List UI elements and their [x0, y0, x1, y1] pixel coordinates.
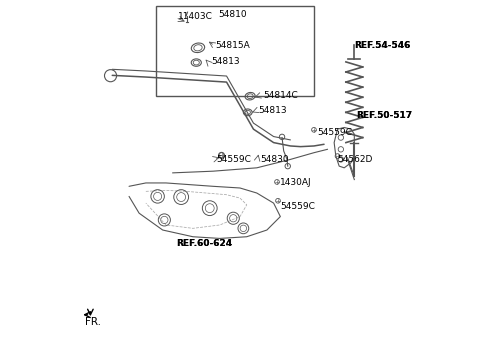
Text: 54810: 54810: [218, 10, 247, 19]
Text: REF.50-517: REF.50-517: [356, 111, 412, 120]
Text: 54559C: 54559C: [216, 155, 252, 164]
Text: FR.: FR.: [85, 318, 101, 327]
Text: 54559C: 54559C: [317, 128, 352, 137]
Text: 54559C: 54559C: [280, 202, 315, 211]
Text: 54562D: 54562D: [337, 155, 373, 164]
Text: REF.60-624: REF.60-624: [176, 239, 232, 248]
Text: REF.50-517: REF.50-517: [356, 111, 412, 120]
Text: 54815A: 54815A: [215, 41, 250, 49]
Text: 54830: 54830: [260, 155, 289, 164]
Text: REF.54-546: REF.54-546: [354, 41, 411, 49]
Text: 54813: 54813: [259, 106, 287, 115]
Text: 54814C: 54814C: [264, 91, 298, 100]
Text: 54813: 54813: [211, 57, 240, 66]
Bar: [156, 6, 314, 96]
Text: REF.54-546: REF.54-546: [354, 41, 411, 49]
Text: 1430AJ: 1430AJ: [280, 178, 312, 187]
Text: 11403C: 11403C: [178, 12, 213, 21]
Text: REF.60-624: REF.60-624: [176, 239, 232, 248]
